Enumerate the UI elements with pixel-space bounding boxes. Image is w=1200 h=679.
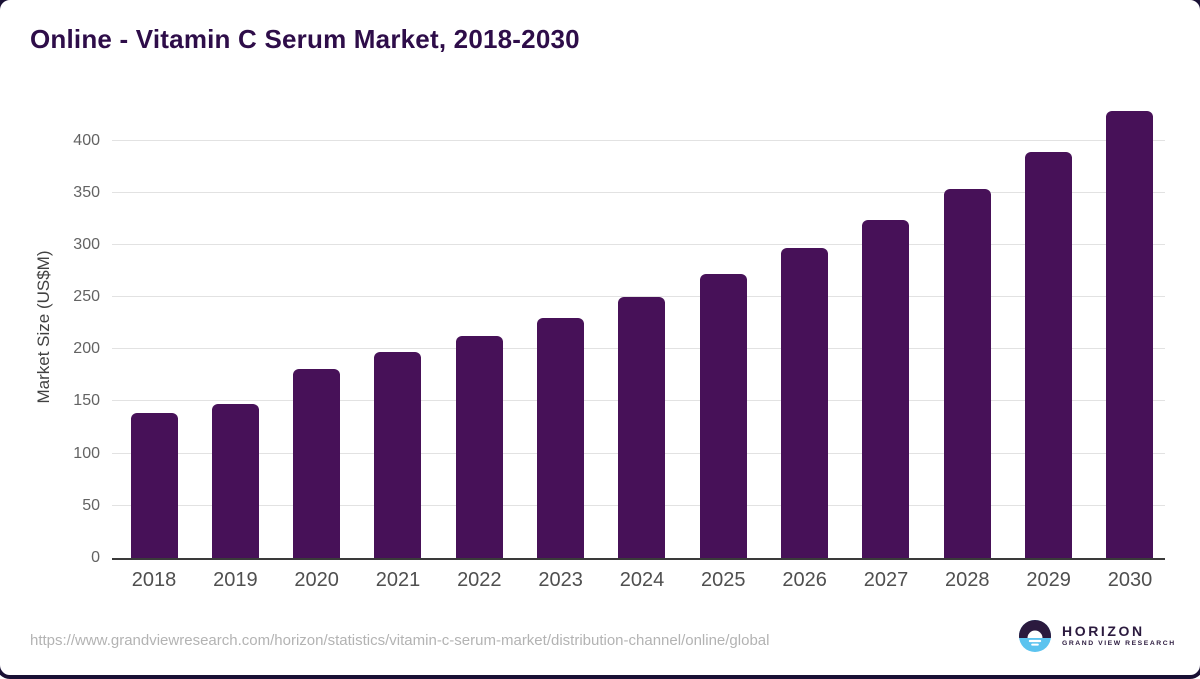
source-url: https://www.grandviewresearch.com/horizo… [30, 632, 770, 649]
bar-2026 [781, 248, 829, 558]
x-tick-label-2026: 2026 [782, 569, 827, 591]
horizon-logo-icon [1019, 619, 1051, 652]
gridline-400 [112, 139, 1165, 141]
x-tick-label-2025: 2025 [701, 569, 746, 591]
y-tick-label-200: 200 [73, 340, 100, 358]
y-tick-label-50: 50 [82, 496, 100, 514]
gridline-300 [112, 243, 1165, 245]
x-tick-label-2022: 2022 [457, 569, 502, 591]
horizon-logo-text: HORIZON GRAND VIEW RESEARCH [1062, 624, 1176, 648]
y-tick-label-250: 250 [73, 288, 100, 306]
bar-2019 [211, 403, 259, 558]
bar-2022 [455, 335, 503, 558]
y-axis-title: Market Size (US$M) [34, 250, 53, 404]
bar-2030 [1106, 111, 1154, 558]
x-tick-label-2023: 2023 [538, 569, 583, 591]
y-tick-label-400: 400 [73, 131, 100, 149]
gridline-250 [112, 296, 1165, 298]
y-tick-label-300: 300 [73, 235, 100, 253]
bar-2020 [293, 369, 341, 558]
x-tick-label-2018: 2018 [131, 569, 177, 591]
gridline-350 [112, 191, 1165, 193]
bar-2021 [374, 352, 422, 558]
x-tick-label-2024: 2024 [619, 569, 665, 591]
bar-2024 [618, 297, 666, 558]
y-tick-label-350: 350 [73, 183, 100, 201]
x-tick-label-2020: 2020 [294, 569, 339, 591]
x-tick-label-2029: 2029 [1026, 569, 1071, 591]
x-tick-label-2019: 2019 [213, 569, 258, 591]
logo-wordmark: HORIZON [1062, 622, 1145, 639]
bar-2025 [699, 274, 747, 558]
bar-2028 [943, 188, 991, 558]
horizon-logo: HORIZON GRAND VIEW RESEARCH [1018, 619, 1176, 653]
bar-2029 [1025, 151, 1073, 558]
chart-title: Online - Vitamin C Serum Market, 2018-20… [30, 24, 580, 54]
x-tick-label-2030: 2030 [1107, 569, 1153, 591]
y-tick-label-0: 0 [91, 549, 100, 566]
y-tick-label-150: 150 [73, 392, 100, 410]
x-tick-label-2028: 2028 [945, 569, 990, 591]
plot-area: 0 50 100 150 200 250 300 350 400 2018 2019 2020 2021… [73, 105, 1165, 591]
bar-2027 [862, 219, 910, 558]
bar-2023 [537, 317, 585, 558]
logo-subtitle: GRAND VIEW RESEARCH [1062, 640, 1176, 648]
x-tick-label-2027: 2027 [863, 569, 909, 591]
y-tick-label-100: 100 [73, 444, 100, 462]
bar-2018 [130, 412, 178, 558]
x-tick-label-2021: 2021 [375, 569, 421, 591]
